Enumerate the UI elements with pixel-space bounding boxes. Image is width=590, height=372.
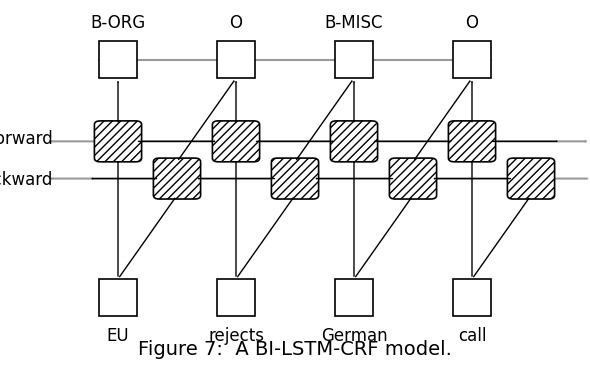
FancyBboxPatch shape [507,158,555,199]
FancyBboxPatch shape [212,121,260,162]
FancyBboxPatch shape [99,279,137,316]
FancyBboxPatch shape [453,279,491,316]
Text: B-MISC: B-MISC [324,14,384,32]
Text: backward: backward [0,171,53,189]
FancyBboxPatch shape [335,41,373,78]
FancyBboxPatch shape [217,279,255,316]
Text: German: German [321,327,387,345]
FancyBboxPatch shape [389,158,437,199]
Text: Figure 7:  A BI-LSTM-CRF model.: Figure 7: A BI-LSTM-CRF model. [138,340,452,359]
Text: call: call [458,327,486,345]
Text: forward: forward [0,131,53,148]
FancyBboxPatch shape [153,158,201,199]
Text: O: O [466,14,478,32]
Text: B-ORG: B-ORG [90,14,146,32]
Text: rejects: rejects [208,327,264,345]
FancyBboxPatch shape [448,121,496,162]
FancyBboxPatch shape [217,41,255,78]
FancyBboxPatch shape [94,121,142,162]
Text: O: O [230,14,242,32]
Text: EU: EU [107,327,129,345]
FancyBboxPatch shape [99,41,137,78]
FancyBboxPatch shape [271,158,319,199]
FancyBboxPatch shape [453,41,491,78]
FancyBboxPatch shape [330,121,378,162]
FancyBboxPatch shape [335,279,373,316]
